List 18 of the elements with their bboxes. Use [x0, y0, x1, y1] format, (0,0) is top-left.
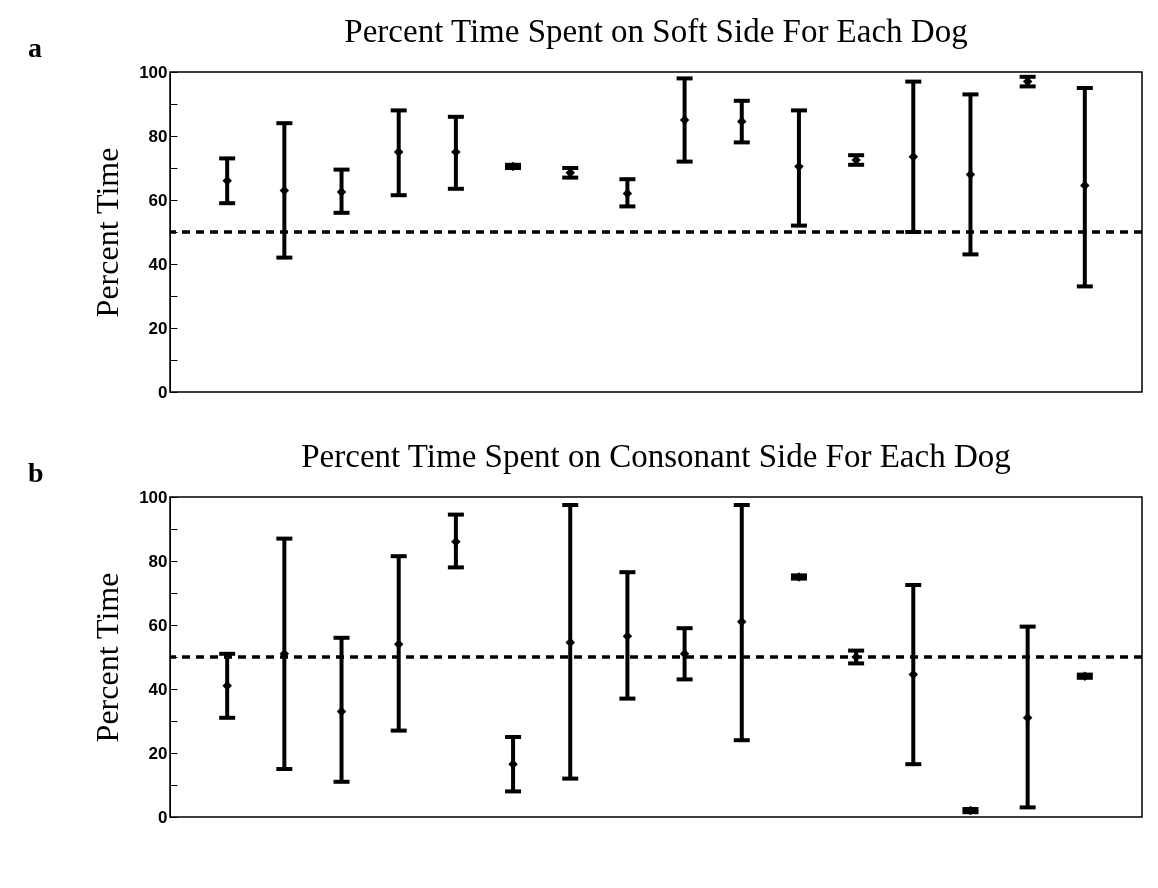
- y-axis-title: Percent Time: [89, 147, 126, 318]
- text: a: [28, 32, 42, 64]
- chart-title: Percent Time Spent on Soft Side For Each Dog: [344, 13, 968, 49]
- y-axis-title: Percent Time: [89, 572, 126, 743]
- y-tick-label: 20: [148, 318, 168, 338]
- text: b: [28, 457, 44, 489]
- y-tick-label: 0: [158, 382, 168, 402]
- y-tick-label: 40: [148, 679, 168, 699]
- chart-title: Percent Time Spent on Consonant Side For Each Dog: [301, 438, 1011, 474]
- y-tick-label: 60: [148, 615, 168, 635]
- y-tick-label: 20: [148, 743, 168, 763]
- y-tick-label: 0: [158, 807, 168, 827]
- y-tick-label: 40: [148, 254, 168, 274]
- y-tick-label: 80: [148, 551, 168, 571]
- y-tick-label: 60: [148, 190, 168, 210]
- y-tick-label: 100: [139, 62, 168, 82]
- y-tick-label: 100: [139, 487, 168, 507]
- y-tick-label: 80: [148, 126, 168, 146]
